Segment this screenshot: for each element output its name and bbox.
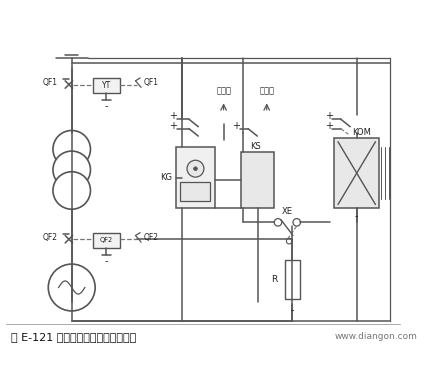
- Bar: [241, 152, 274, 208]
- Text: KG: KG: [160, 173, 172, 182]
- Bar: [93, 78, 120, 93]
- Circle shape: [194, 167, 197, 170]
- Text: QF2: QF2: [43, 233, 58, 242]
- Text: +: +: [232, 121, 240, 131]
- Text: KOM: KOM: [352, 128, 371, 137]
- Circle shape: [53, 172, 90, 209]
- Text: R: R: [271, 275, 277, 284]
- Text: QF1: QF1: [43, 78, 58, 87]
- Text: 至信号: 至信号: [216, 87, 231, 96]
- Bar: [181, 182, 210, 201]
- Text: -: -: [104, 101, 108, 111]
- Circle shape: [274, 219, 282, 226]
- Circle shape: [53, 151, 90, 189]
- Circle shape: [187, 160, 204, 177]
- Circle shape: [48, 264, 95, 311]
- Bar: [93, 233, 120, 248]
- Text: XE: XE: [282, 207, 293, 216]
- Text: KS: KS: [250, 142, 261, 151]
- Text: QF1: QF1: [144, 78, 159, 87]
- Circle shape: [53, 130, 90, 168]
- Text: +: +: [325, 121, 333, 131]
- Text: -: -: [290, 306, 294, 315]
- Bar: [176, 147, 215, 208]
- Text: QF2: QF2: [144, 233, 159, 242]
- Text: -: -: [355, 211, 359, 221]
- Text: +: +: [169, 121, 177, 131]
- Bar: [334, 138, 379, 208]
- Text: 图 E-121 变压器瓦斯保护原理接线图: 图 E-121 变压器瓦斯保护原理接线图: [11, 332, 136, 342]
- Text: www.diangon.com: www.diangon.com: [334, 332, 417, 341]
- Text: -: -: [104, 256, 108, 266]
- Circle shape: [286, 238, 292, 244]
- Text: YT: YT: [102, 81, 111, 90]
- Text: QF2: QF2: [100, 237, 113, 243]
- Circle shape: [293, 219, 301, 226]
- Text: 至信号: 至信号: [259, 87, 274, 96]
- Text: +: +: [325, 111, 333, 122]
- Text: +: +: [169, 111, 177, 122]
- Bar: [285, 260, 300, 299]
